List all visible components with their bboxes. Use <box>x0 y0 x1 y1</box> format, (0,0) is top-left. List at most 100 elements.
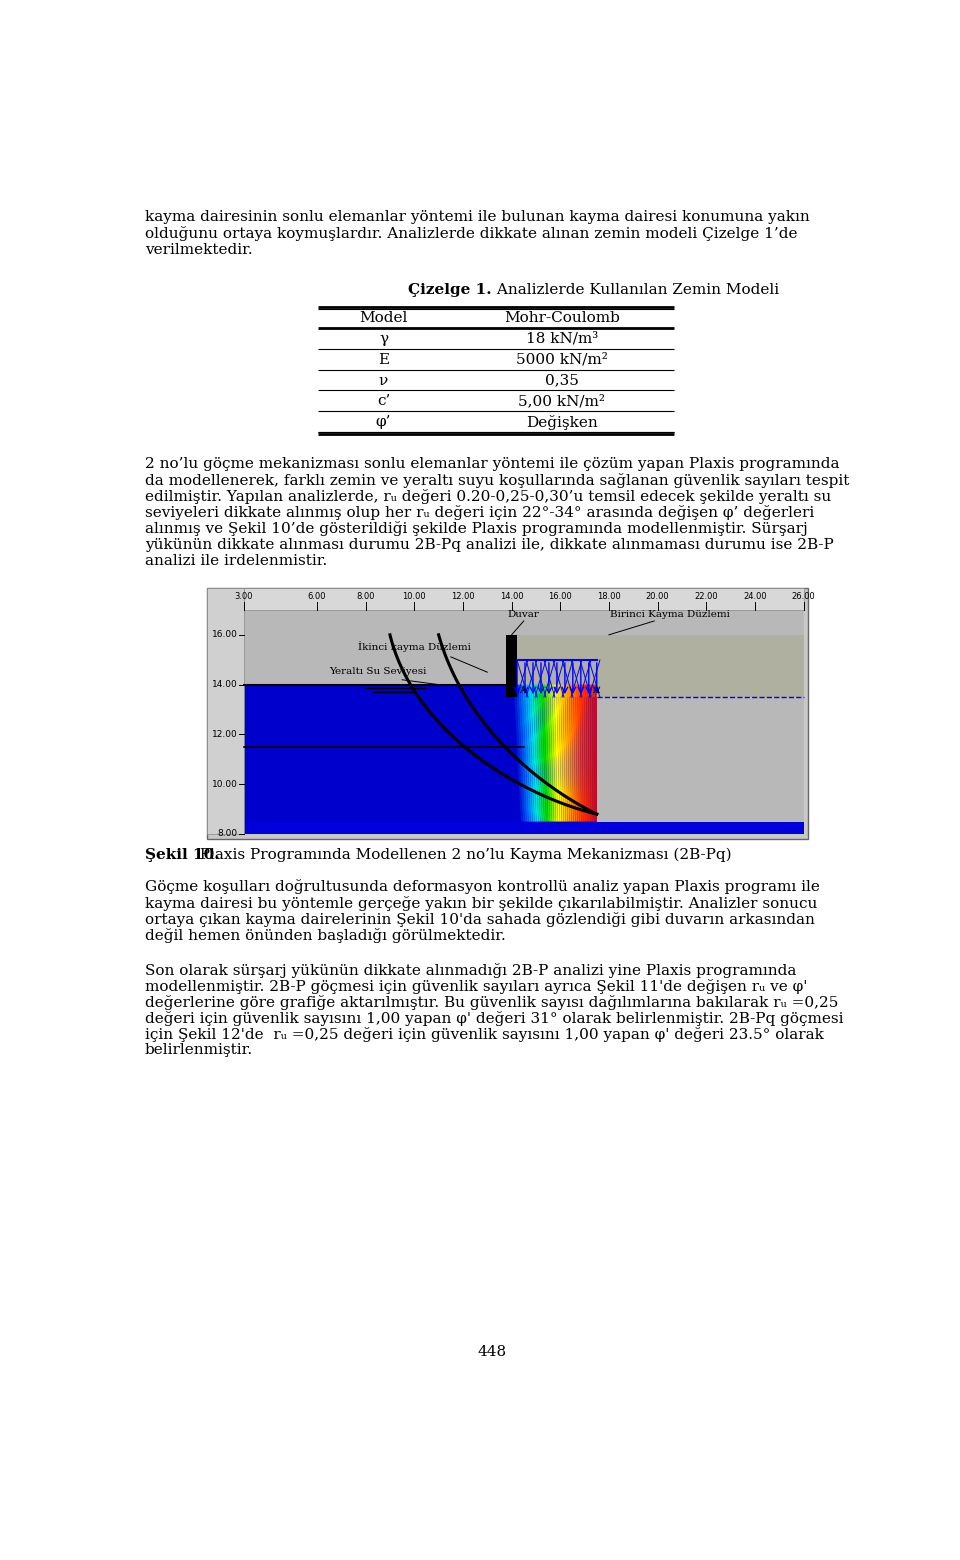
Text: 448: 448 <box>477 1345 507 1359</box>
Bar <box>244 822 804 835</box>
Text: Birinci Kayma Düzlemi: Birinci Kayma Düzlemi <box>610 610 730 619</box>
Text: 5000 kN/m²: 5000 kN/m² <box>516 353 608 367</box>
Text: 18.00: 18.00 <box>597 593 621 602</box>
Text: 22.00: 22.00 <box>694 593 718 602</box>
Text: Çizelge 1.: Çizelge 1. <box>408 284 492 298</box>
Text: 14.00: 14.00 <box>500 593 523 602</box>
Polygon shape <box>559 685 564 822</box>
Polygon shape <box>514 685 523 822</box>
Polygon shape <box>548 685 554 822</box>
Text: 2 no’lu göçme mekanizması sonlu elemanlar yöntemi ile çözüm yapan Plaxis program: 2 no’lu göçme mekanizması sonlu elemanla… <box>145 457 839 471</box>
Text: verilmektedir.: verilmektedir. <box>145 243 252 257</box>
Text: değil hemen önünden başladığı görülmektedir.: değil hemen önünden başladığı görülmekte… <box>145 928 506 942</box>
Polygon shape <box>545 685 552 822</box>
Text: 14.00: 14.00 <box>212 680 238 690</box>
Text: Model: Model <box>359 310 408 324</box>
Bar <box>244 610 804 835</box>
Text: 0,35: 0,35 <box>545 373 579 387</box>
Text: edilmiştir. Yapılan analizlerde, rᵤ değeri 0.20-0,25-0,30’u temsil edecek şekild: edilmiştir. Yapılan analizlerde, rᵤ değe… <box>145 488 831 504</box>
Text: 8.00: 8.00 <box>218 830 238 839</box>
Text: analizi ile irdelenmistir.: analizi ile irdelenmistir. <box>145 554 327 568</box>
Polygon shape <box>578 685 581 822</box>
Polygon shape <box>569 685 573 822</box>
Text: 16.00: 16.00 <box>212 630 238 640</box>
Text: Şekil 10.: Şekil 10. <box>145 849 220 861</box>
Text: ortaya çıkan kayma dairelerinin Şekil 10'da sahada gözlendiği gibi duvarın arkas: ortaya çıkan kayma dairelerinin Şekil 10… <box>145 911 815 927</box>
Polygon shape <box>524 685 533 822</box>
Text: Plaxis Programında Modellenen 2 no’lu Kayma Mekanizması (2B-Pq): Plaxis Programında Modellenen 2 no’lu Ka… <box>190 849 732 863</box>
Text: A: A <box>592 686 599 694</box>
Text: 18 kN/m³: 18 kN/m³ <box>526 332 598 346</box>
Text: 5,00 kN/m²: 5,00 kN/m² <box>518 395 605 409</box>
Text: kayma dairesi bu yöntemle gerçeğe yakın bir şekilde çıkarılabilmiştir. Analizler: kayma dairesi bu yöntemle gerçeğe yakın … <box>145 895 817 911</box>
Text: belirlenmiştir.: belirlenmiştir. <box>145 1044 252 1058</box>
Text: seviyeleri dikkate alınmış olup her rᵤ değeri için 22°-34° arasında değişen φ’ d: seviyeleri dikkate alınmış olup her rᵤ d… <box>145 505 814 519</box>
Text: 8.00: 8.00 <box>356 593 375 602</box>
Polygon shape <box>554 685 560 822</box>
Text: 12.00: 12.00 <box>212 730 238 739</box>
Text: Duvar: Duvar <box>508 610 540 619</box>
Polygon shape <box>550 685 556 822</box>
Polygon shape <box>518 685 527 822</box>
Polygon shape <box>592 685 595 822</box>
Polygon shape <box>552 685 558 822</box>
Text: 12.00: 12.00 <box>451 593 475 602</box>
Text: İkinci kayma Düzlemi: İkinci kayma Düzlemi <box>358 641 470 652</box>
Polygon shape <box>526 685 535 822</box>
Polygon shape <box>563 685 567 822</box>
Polygon shape <box>538 685 544 822</box>
Polygon shape <box>529 685 537 822</box>
Polygon shape <box>567 685 571 822</box>
Text: Mohr-Coulomb: Mohr-Coulomb <box>504 310 620 324</box>
Polygon shape <box>561 685 565 822</box>
Text: γ: γ <box>379 332 388 346</box>
Polygon shape <box>512 685 521 822</box>
Polygon shape <box>512 635 804 697</box>
Text: 20.00: 20.00 <box>646 593 669 602</box>
Polygon shape <box>244 685 597 835</box>
Polygon shape <box>587 685 589 822</box>
Bar <box>244 588 804 610</box>
Polygon shape <box>582 685 585 822</box>
Polygon shape <box>543 685 550 822</box>
Polygon shape <box>531 685 539 822</box>
Text: 24.00: 24.00 <box>743 593 767 602</box>
Polygon shape <box>571 685 575 822</box>
Polygon shape <box>535 685 542 822</box>
Polygon shape <box>573 685 577 822</box>
Text: 3.00: 3.00 <box>235 593 253 602</box>
Polygon shape <box>575 685 579 822</box>
Polygon shape <box>522 685 531 822</box>
Text: da modellenerek, farklı zemin ve yeraltı suyu koşullarında sağlanan güvenlik say: da modellenerek, farklı zemin ve yeraltı… <box>145 473 850 488</box>
Text: kayma dairesinin sonlu elemanlar yöntemi ile bulunan kayma dairesi konumuna yakı: kayma dairesinin sonlu elemanlar yöntemi… <box>145 211 809 225</box>
Polygon shape <box>541 685 548 822</box>
Text: yükünün dikkate alınması durumu 2B-Pq analizi ile, dikkate alınmaması durumu ise: yükünün dikkate alınması durumu 2B-Pq an… <box>145 538 833 552</box>
Polygon shape <box>588 685 591 822</box>
Text: A: A <box>519 686 526 694</box>
Text: modellenmiştir. 2B-P göçmesi için güvenlik sayıları ayrıca Şekil 11'de değişen r: modellenmiştir. 2B-P göçmesi için güvenl… <box>145 978 807 994</box>
Text: değerlerine göre grafiğe aktarılmıştır. Bu güvenlik sayısı dağılımlarına bakılar: değerlerine göre grafiğe aktarılmıştır. … <box>145 995 838 1009</box>
Text: olduğunu ortaya koymuşlardır. Analizlerde dikkate alınan zemin modeli Çizelge 1’: olduğunu ortaya koymuşlardır. Analizlerd… <box>145 226 798 242</box>
Polygon shape <box>540 685 546 822</box>
Bar <box>506 635 517 697</box>
Bar <box>206 588 244 835</box>
Polygon shape <box>556 685 562 822</box>
Text: Göçme koşulları doğrultusunda deformasyon kontrollü analiz yapan Plaxis programı: Göçme koşulları doğrultusunda deformasyo… <box>145 880 820 894</box>
Polygon shape <box>594 685 597 822</box>
Text: ν: ν <box>379 373 388 387</box>
Text: alınmış ve Şekil 10’de gösterildiği şekilde Plaxis programında modellenmiştir. S: alınmış ve Şekil 10’de gösterildiği şeki… <box>145 521 807 537</box>
Text: E: E <box>378 353 389 367</box>
Text: 26.00: 26.00 <box>792 593 815 602</box>
Text: 10.00: 10.00 <box>212 780 238 789</box>
Polygon shape <box>580 685 583 822</box>
Text: c’: c’ <box>377 395 390 409</box>
Bar <box>206 588 808 839</box>
Text: değeri için güvenlik sayısını 1,00 yapan φ' değeri 31° olarak belirlenmiştir. 2B: değeri için güvenlik sayısını 1,00 yapan… <box>145 1011 843 1026</box>
Text: Son olarak sürşarj yükünün dikkate alınmadığı 2B-P analizi yine Plaxis programın: Son olarak sürşarj yükünün dikkate alınm… <box>145 963 796 978</box>
Polygon shape <box>564 685 569 822</box>
Text: Yeraltı Su Seviyesi: Yeraltı Su Seviyesi <box>329 668 426 675</box>
Polygon shape <box>590 685 593 822</box>
Text: 16.00: 16.00 <box>548 593 572 602</box>
Text: Analizlerde Kullanılan Zemin Modeli: Analizlerde Kullanılan Zemin Modeli <box>492 284 780 298</box>
Text: φ’: φ’ <box>375 415 392 429</box>
